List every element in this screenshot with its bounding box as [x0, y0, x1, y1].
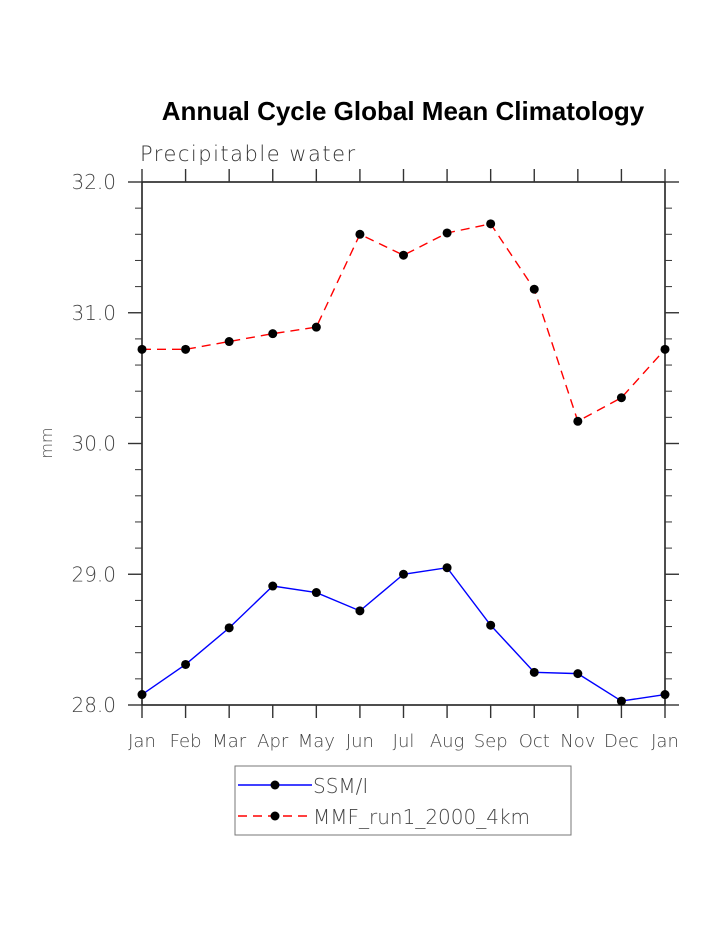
x-tick-label: Dec [604, 731, 639, 752]
x-ticks: Jan Feb Mar Apr May Jun Jul Aug Sep Oct Nov Dec Jan [128, 169, 679, 752]
chart-subtitle: Precipitable water [140, 142, 357, 166]
data-point [486, 219, 496, 229]
legend-box [234, 765, 572, 836]
legend-marker [270, 811, 280, 821]
x-tick-label: Jan [128, 731, 156, 752]
data-point [616, 393, 626, 403]
series-layer [137, 219, 670, 706]
data-point [442, 228, 452, 238]
legend-label: SSM/I [313, 774, 368, 798]
data-point [355, 606, 365, 616]
y-tick-label: 28.0 [71, 693, 116, 717]
x-tick-label: Jan [651, 731, 679, 752]
y-tick-label: 31.0 [71, 301, 116, 325]
series-ssm-i [137, 563, 670, 706]
series-mmf-run1-2000-4km [137, 219, 670, 426]
data-point [616, 696, 626, 706]
axes [141, 181, 666, 706]
x-tick-label: Nov [560, 731, 595, 752]
x-tick-label: Apr [257, 731, 289, 752]
data-point [660, 344, 670, 354]
x-tick-label: Oct [519, 731, 550, 752]
data-point [224, 337, 234, 347]
x-tick-label: Mar [212, 731, 247, 752]
data-point [311, 588, 321, 598]
data-point [311, 322, 321, 332]
x-tick-label: Sep [474, 731, 508, 752]
y-ticks: 28.0 29.0 30.0 31.0 32.0 [71, 170, 679, 717]
data-point [399, 569, 408, 579]
data-point [137, 344, 147, 354]
x-tick-label: Aug [430, 731, 465, 752]
x-tick-label: Feb [170, 731, 202, 752]
data-point [181, 659, 191, 669]
x-tick-label: Jun [346, 731, 374, 752]
x-tick-label: Jul [393, 731, 415, 752]
data-point [442, 563, 452, 573]
data-point [660, 690, 670, 700]
x-tick-label: May [298, 731, 335, 752]
data-point [399, 250, 408, 260]
y-tick-label: 32.0 [71, 170, 116, 194]
data-point [181, 344, 191, 354]
y-tick-label: 29.0 [71, 562, 116, 586]
data-point [355, 229, 365, 239]
data-point [137, 690, 147, 700]
legend: SSM/I MMF_run1_2000_4km [234, 765, 572, 836]
data-point [268, 581, 278, 591]
legend-label: MMF_run1_2000_4km [313, 805, 530, 829]
data-point [268, 329, 278, 339]
data-point [486, 620, 496, 630]
y-axis-label: mm [37, 427, 56, 458]
data-point [573, 669, 583, 679]
y-tick-label: 30.0 [71, 432, 116, 456]
data-point [224, 623, 234, 633]
data-point [529, 284, 539, 294]
plot-frame [141, 181, 666, 706]
chart-title: Annual Cycle Global Mean Climatology [162, 96, 645, 126]
legend-marker [270, 780, 280, 790]
series-line [141, 566, 666, 702]
data-point [529, 667, 539, 677]
data-point [573, 416, 583, 426]
